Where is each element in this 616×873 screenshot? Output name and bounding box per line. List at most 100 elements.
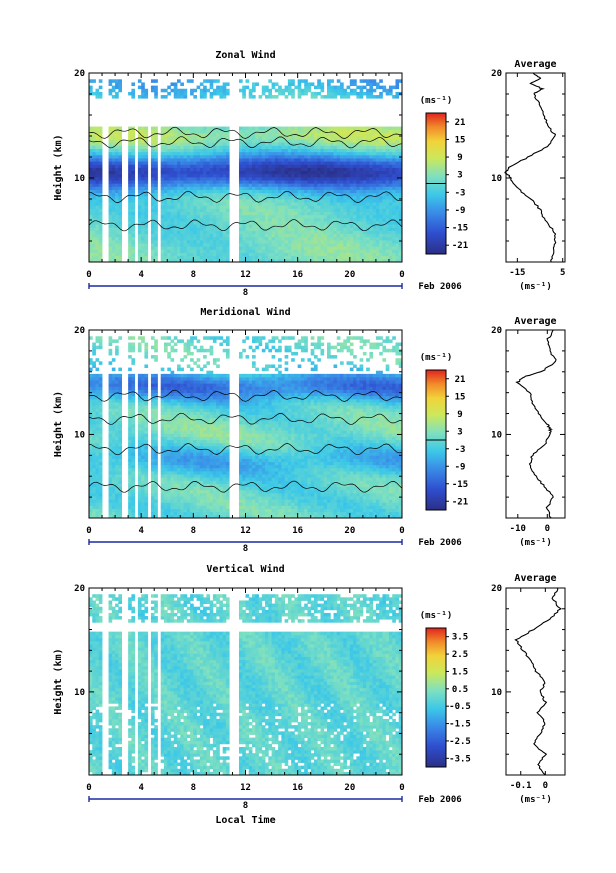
heatmap-cell: [203, 180, 207, 184]
heatmap-cell: [252, 202, 256, 206]
heatmap-cell: [89, 449, 93, 453]
heatmap-cell: [395, 164, 400, 168]
heatmap-cell: [163, 126, 168, 131]
heatmap-cell: [248, 126, 253, 131]
heatmap-cell: [131, 246, 136, 250]
heatmap-cell: [281, 170, 286, 175]
heatmap-cell: [137, 211, 142, 216]
heatmap-cell: [118, 170, 122, 175]
heatmap-cell: [219, 233, 224, 238]
heatmap-cell: [225, 91, 230, 96]
heatmap-cell: [313, 85, 318, 90]
heatmap-cell: [196, 167, 201, 172]
heatmap-cell: [372, 145, 377, 149]
heatmap-cell: [346, 230, 351, 235]
heatmap-cell: [313, 148, 318, 153]
heatmap-cell: [375, 192, 380, 197]
heatmap-cell: [297, 148, 302, 153]
heatmap-cell: [284, 145, 289, 149]
profile-y-tick-label: 10: [491, 174, 502, 184]
heatmap-cell: [167, 154, 171, 159]
heatmap-cell: [186, 176, 191, 181]
heatmap-cell: [108, 142, 113, 146]
heatmap-cell: [163, 173, 168, 178]
heatmap-cell: [203, 151, 207, 156]
heatmap-cell: [395, 255, 400, 260]
heatmap-cell: [248, 258, 253, 263]
heatmap-cell: [128, 164, 132, 168]
heatmap-cell: [297, 183, 302, 187]
heatmap-cell: [242, 221, 246, 225]
heatmap-cell: [209, 192, 214, 197]
heatmap-cell: [304, 189, 308, 194]
heatmap-cell: [150, 224, 155, 228]
heatmap-cell: [359, 217, 364, 222]
heatmap-cell: [366, 88, 370, 93]
heatmap-cell: [300, 161, 305, 165]
heatmap-cell: [180, 211, 184, 216]
heatmap-cell: [372, 132, 377, 137]
heatmap-cell: [160, 499, 165, 503]
heatmap-cell: [362, 233, 367, 238]
heatmap-cell: [245, 199, 250, 203]
heatmap-cell: [310, 249, 315, 253]
heatmap-cell: [170, 132, 175, 137]
heatmap-cell: [248, 243, 253, 247]
heatmap-cell: [238, 249, 243, 253]
heatmap-cell: [284, 227, 289, 231]
heatmap-cell: [131, 243, 136, 247]
heatmap-cell: [349, 136, 354, 140]
heatmap-cell: [209, 202, 214, 206]
heatmap-cell: [248, 148, 253, 153]
heatmap-cell: [317, 183, 321, 187]
heatmap-cell: [382, 221, 387, 225]
heatmap-cell: [366, 217, 370, 222]
heatmap-cell: [193, 95, 197, 99]
heatmap-cell: [330, 167, 334, 172]
heatmap-cell: [379, 214, 383, 219]
heatmap-cell: [98, 192, 103, 197]
heatmap-cell: [115, 139, 119, 143]
heatmap-cell: [203, 85, 207, 90]
heatmap-cell: [265, 161, 269, 165]
heatmap-cell: [167, 195, 171, 200]
heatmap-cell: [128, 464, 132, 469]
heatmap-cell: [307, 183, 312, 187]
heatmap-cell: [356, 85, 361, 90]
heatmap-cell: [115, 499, 119, 503]
heatmap-cell: [274, 205, 279, 209]
heatmap-cell: [108, 492, 113, 497]
heatmap-cell: [349, 148, 354, 153]
heatmap-cell: [252, 170, 256, 175]
heatmap-cell: [327, 211, 331, 216]
heatmap-cell: [95, 176, 100, 181]
heatmap-cell: [199, 158, 204, 162]
heatmap-cell: [369, 183, 374, 187]
heatmap-cell: [330, 142, 334, 146]
heatmap-cell: [388, 180, 393, 184]
heatmap-cell: [141, 458, 145, 462]
heatmap-cell: [111, 439, 116, 444]
heatmap-cell: [238, 221, 243, 225]
heatmap-cell: [177, 199, 181, 203]
heatmap-cell: [372, 199, 377, 203]
heatmap-cell: [154, 471, 158, 475]
heatmap-cell: [245, 258, 250, 263]
contour-line: [88, 190, 403, 204]
heatmap-cell: [216, 252, 220, 257]
heatmap-cell: [89, 246, 93, 250]
heatmap-cell: [392, 189, 396, 194]
heatmap-cell: [118, 424, 122, 428]
heatmap-cell: [395, 167, 400, 172]
heatmap-cell: [190, 195, 194, 200]
heatmap-cell: [395, 95, 400, 99]
heatmap-cell: [163, 430, 168, 434]
heatmap-cell: [343, 88, 347, 93]
heatmap-cell: [212, 173, 217, 178]
heatmap-cell: [297, 211, 302, 216]
heatmap-cell: [392, 224, 396, 228]
heatmap-cell: [190, 258, 194, 263]
heatmap-cell: [388, 233, 393, 238]
heatmap-cell: [238, 136, 243, 140]
heatmap-cell: [167, 505, 171, 509]
